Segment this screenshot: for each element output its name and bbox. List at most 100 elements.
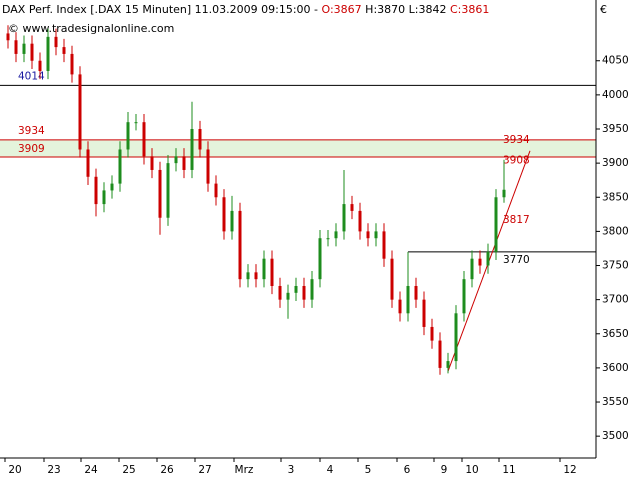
trendline-label: 3817 — [503, 214, 530, 226]
candle-body — [462, 279, 466, 314]
candle-body — [70, 53, 74, 75]
candle-body — [166, 163, 170, 218]
candle-body — [134, 122, 138, 124]
candle-body — [262, 258, 266, 280]
y-tick-label: 3800 — [602, 225, 629, 237]
candle-body — [174, 156, 178, 164]
y-tick-label: 3550 — [602, 396, 629, 408]
header-part: H:3870 L:3842 — [362, 3, 450, 16]
y-tick-label: 3850 — [602, 191, 629, 203]
level-label: 3909 — [18, 143, 45, 155]
candle-body — [78, 74, 82, 150]
highlight-band — [0, 139, 596, 157]
candle-body — [254, 272, 258, 280]
candle-body — [46, 36, 50, 71]
y-tick-label: 3950 — [602, 123, 629, 135]
x-tick-label: 3 — [288, 464, 295, 476]
currency: € — [600, 3, 607, 16]
candle-body — [406, 285, 410, 314]
candle-body — [150, 156, 154, 170]
header-part: C:3861 — [450, 3, 489, 16]
candle-body — [62, 47, 66, 54]
candle-body — [126, 122, 130, 150]
candle-body — [366, 231, 370, 239]
y-tick-label: 4050 — [602, 55, 629, 67]
x-tick-label: 9 — [441, 464, 448, 476]
candle-body — [350, 204, 354, 211]
header-part: O:3867 — [322, 3, 362, 16]
x-tick-label: 20 — [8, 464, 21, 476]
x-tick-label: 25 — [122, 464, 135, 476]
candle-body — [414, 285, 418, 300]
candle-body — [94, 176, 98, 205]
candle-body — [310, 279, 314, 300]
candle-body — [286, 292, 290, 300]
candle-body — [382, 231, 386, 259]
candle-body — [438, 340, 442, 368]
candle-body — [502, 189, 506, 198]
candle-body — [390, 258, 394, 300]
level-label: 4014 — [18, 70, 45, 82]
candle-body — [30, 43, 34, 61]
candle-body — [206, 149, 210, 184]
y-tick-label: 3900 — [602, 157, 629, 169]
candle-body — [294, 285, 298, 293]
candle-body — [334, 231, 338, 239]
level-label: 3934 — [18, 125, 45, 137]
candle-body — [110, 183, 114, 191]
y-tick-label: 4000 — [602, 89, 629, 101]
candle-body — [318, 238, 322, 280]
candle-body — [190, 129, 194, 170]
header-part: DAX Perf. Index [.DAX 15 Minuten] 11.03.… — [2, 3, 322, 16]
y-tick-label: 3600 — [602, 362, 629, 374]
candle-body — [158, 169, 162, 218]
y-tick-label: 3500 — [602, 430, 629, 442]
y-tick-label: 3650 — [602, 328, 629, 340]
x-tick-label: 12 — [563, 464, 576, 476]
candle-body — [446, 361, 450, 368]
candle-body — [142, 122, 146, 157]
candle-body — [278, 285, 282, 300]
candle-body — [430, 326, 434, 341]
x-tick-label: 11 — [502, 464, 515, 476]
candle-body — [358, 210, 362, 232]
y-tick-label: 3750 — [602, 260, 629, 272]
candle-body — [86, 149, 90, 177]
candle-body — [102, 190, 106, 205]
candle-body — [454, 313, 458, 362]
candle-body — [422, 299, 426, 327]
resistance-label: 3770 — [503, 254, 530, 266]
candle-body — [38, 60, 42, 71]
candle-body — [478, 258, 482, 266]
candle-body — [326, 238, 330, 240]
candle-body — [494, 197, 498, 252]
x-tick-label: 4 — [327, 464, 334, 476]
candle-body — [246, 272, 250, 280]
level-label: 3934 — [503, 134, 530, 146]
candle-body — [486, 251, 490, 266]
x-tick-label: 23 — [47, 464, 60, 476]
candle-body — [238, 210, 242, 280]
x-tick-label: Mrz — [235, 464, 254, 476]
candle-body — [230, 210, 234, 232]
candle-body — [222, 197, 226, 232]
candle-body — [14, 40, 18, 54]
candle-body — [182, 156, 186, 170]
candle-body — [398, 299, 402, 314]
x-tick-label: 6 — [404, 464, 411, 476]
chart-header: DAX Perf. Index [.DAX 15 Minuten] 11.03.… — [2, 3, 489, 16]
x-tick-label: 26 — [160, 464, 174, 476]
x-tick-label: 24 — [84, 464, 98, 476]
candle-body — [118, 149, 122, 184]
y-tick-label: 3700 — [602, 294, 629, 306]
candle-body — [54, 36, 58, 48]
candle-body — [22, 43, 26, 54]
x-tick-label: 5 — [365, 464, 372, 476]
watermark: © www.tradesignalonline.com — [8, 22, 174, 35]
candle-body — [374, 231, 378, 239]
candle-body — [270, 258, 274, 286]
x-tick-label: 27 — [198, 464, 211, 476]
candle-body — [302, 285, 306, 300]
candle-body — [198, 129, 202, 150]
